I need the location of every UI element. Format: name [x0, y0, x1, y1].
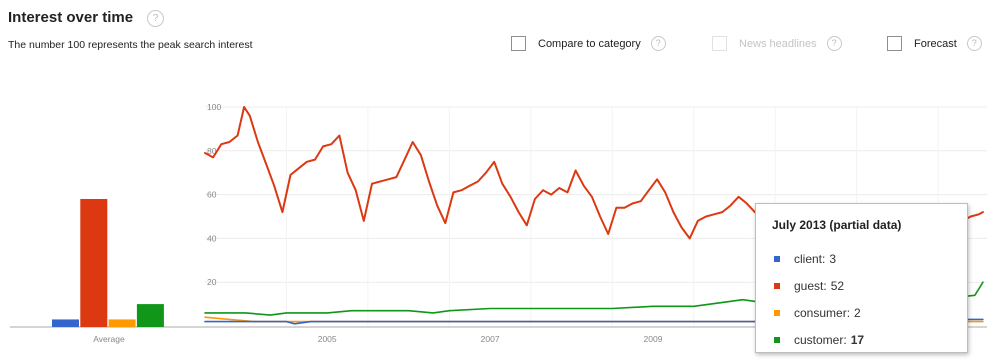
tooltip-series-name: customer [794, 332, 844, 347]
help-icon: ? [826, 36, 842, 51]
series-swatch [774, 336, 780, 343]
tooltip-series-name: consumer [794, 305, 847, 320]
tooltip-series-value: 3 [829, 251, 837, 266]
chart-title: Interest over time? [8, 9, 165, 27]
tooltip-series-name: client [794, 251, 823, 266]
tooltip-series-value: 2 [854, 305, 861, 320]
y-tick-label: 40 [207, 233, 217, 243]
y-tick-label: 100 [207, 102, 221, 112]
tooltip-row-customer: customer:17 [772, 326, 967, 353]
average-label: Average [93, 334, 125, 344]
x-tick-label: 2007 [481, 334, 500, 344]
compare-to-category-option[interactable]: Compare to category ? [511, 36, 666, 51]
tooltip-series-value: 17 [850, 332, 865, 347]
average-bar-consumer [108, 319, 136, 327]
help-icon[interactable]: ? [147, 9, 165, 27]
help-icon[interactable]: ? [966, 36, 982, 51]
average-bar-guest [80, 198, 108, 327]
data-tooltip: July 2013 (partial data) client:3 guest:… [755, 203, 968, 353]
news-headlines-checkbox [712, 36, 727, 51]
compare-to-category-label: Compare to category [538, 37, 641, 50]
forecast-label: Forecast [914, 37, 957, 50]
compare-to-category-checkbox[interactable] [511, 36, 526, 51]
x-tick-label: 2009 [644, 334, 663, 344]
tooltip-title: July 2013 (partial data) [772, 218, 902, 232]
average-bar-customer [136, 304, 164, 327]
chart-title-text: Interest over time [8, 9, 134, 26]
help-icon[interactable]: ? [650, 36, 666, 51]
x-tick-label: 2005 [318, 334, 337, 344]
series-swatch [774, 309, 780, 316]
series-swatch [774, 255, 780, 262]
y-tick-label: 80 [207, 146, 217, 156]
tooltip-row-client: client:3 [772, 245, 967, 272]
chart-subtitle: The number 100 represents the peak searc… [8, 39, 253, 51]
forecast-checkbox[interactable] [887, 36, 902, 51]
average-bar-client [52, 319, 79, 327]
series-swatch [774, 282, 780, 289]
tooltip-series-name: guest [794, 278, 824, 293]
news-headlines-label: News headlines [739, 37, 817, 50]
tooltip-row-guest: guest:52 [772, 272, 967, 299]
series-line-guest [204, 106, 984, 240]
news-headlines-option: News headlines ? [712, 36, 842, 51]
forecast-option[interactable]: Forecast ? [887, 36, 982, 51]
tooltip-row-consumer: consumer:2 [772, 299, 967, 326]
y-tick-label: 20 [207, 277, 217, 287]
y-tick-label: 60 [207, 190, 217, 200]
tooltip-series-value: 52 [830, 278, 845, 293]
